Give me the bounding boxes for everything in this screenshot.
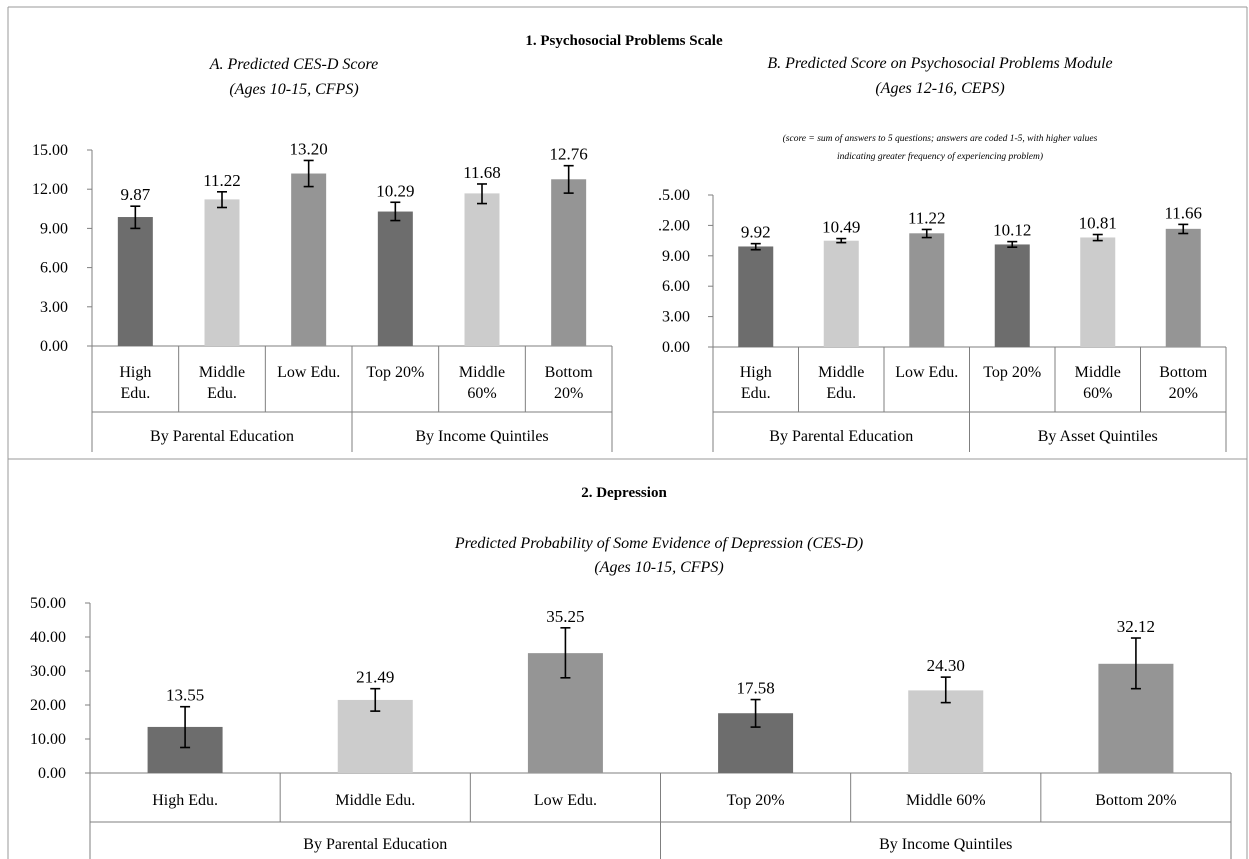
y-tick-label: 0.00 bbox=[38, 765, 66, 782]
category-label: 60% bbox=[1083, 385, 1112, 402]
chart-psychosocial-module: B. Predicted Score on Psychosocial Probl… bbox=[658, 55, 1227, 452]
bar bbox=[909, 233, 945, 347]
y-tick-label: 3.00 bbox=[662, 309, 690, 326]
data-label: 17.58 bbox=[736, 679, 774, 698]
category-label: 20% bbox=[1169, 385, 1198, 402]
data-label: 11.66 bbox=[1164, 203, 1202, 222]
chart-title-line: Predicted Probability of Some Evidence o… bbox=[454, 535, 863, 552]
data-label: 10.12 bbox=[993, 221, 1031, 240]
category-label: Edu. bbox=[741, 385, 771, 402]
category-label: Middle bbox=[199, 364, 245, 381]
chart-title-line: A. Predicted CES-D Score bbox=[209, 56, 379, 73]
chart-title-line: (Ages 10-15, CFPS) bbox=[229, 81, 358, 98]
bar bbox=[117, 217, 153, 346]
y-tick-label: 15.00 bbox=[32, 142, 68, 159]
data-label: 11.22 bbox=[203, 171, 241, 190]
bar bbox=[337, 699, 413, 773]
chart-title-line: (Ages 12-16, CEPS) bbox=[875, 80, 1004, 97]
bar bbox=[738, 246, 774, 347]
category-label: Bottom 20% bbox=[1095, 792, 1176, 809]
data-label: 21.49 bbox=[356, 668, 394, 687]
section1-title: 1. Psychosocial Problems Scale bbox=[525, 33, 723, 49]
category-label: Low Edu. bbox=[895, 364, 958, 381]
data-label: 11.22 bbox=[908, 208, 946, 227]
bar bbox=[291, 173, 327, 346]
y-tick-label: 0.00 bbox=[40, 338, 68, 355]
chart-note-line: (score = sum of answers to 5 questions; … bbox=[783, 133, 1098, 144]
category-label: Low Edu. bbox=[277, 364, 340, 381]
y-tick-label: 40.00 bbox=[30, 629, 66, 646]
chart-title-line: B. Predicted Score on Psychosocial Probl… bbox=[767, 55, 1112, 72]
category-label: Edu. bbox=[120, 385, 150, 402]
data-label: 35.25 bbox=[546, 607, 584, 626]
section2-title: 2. Depression bbox=[581, 485, 667, 501]
category-label: 60% bbox=[467, 385, 496, 402]
category-label: Top 20% bbox=[727, 792, 785, 809]
category-label: Middle bbox=[818, 364, 864, 381]
category-label: Top 20% bbox=[983, 364, 1041, 381]
bar bbox=[204, 199, 240, 346]
data-label: 24.30 bbox=[927, 656, 965, 675]
group-label: By Parental Education bbox=[769, 428, 913, 445]
data-label: 9.87 bbox=[120, 185, 150, 204]
category-label: 20% bbox=[554, 385, 583, 402]
category-label: High bbox=[740, 364, 772, 381]
category-label: Bottom bbox=[1159, 364, 1208, 381]
y-tick-label: 12.00 bbox=[32, 181, 68, 198]
data-label: 12.76 bbox=[550, 145, 588, 164]
y-tick-label: 3.00 bbox=[40, 299, 68, 316]
category-label: Middle bbox=[1075, 364, 1121, 381]
group-label: By Parental Education bbox=[150, 428, 294, 445]
y-tick-label: 6.00 bbox=[662, 278, 690, 295]
category-label: Edu. bbox=[207, 385, 237, 402]
bar bbox=[1165, 228, 1201, 347]
bar bbox=[823, 240, 859, 347]
data-label: 10.29 bbox=[376, 181, 414, 200]
y-tick-label: 50.00 bbox=[30, 595, 66, 612]
bar bbox=[908, 690, 984, 773]
data-label: 10.49 bbox=[822, 218, 860, 237]
y-tick-label: .2.00 bbox=[658, 217, 690, 234]
data-label: 13.55 bbox=[166, 686, 204, 705]
bar bbox=[551, 179, 587, 346]
chart-title-line: (Ages 10-15, CFPS) bbox=[594, 559, 723, 576]
bar bbox=[377, 211, 413, 346]
category-label: High bbox=[119, 364, 151, 381]
y-tick-label: 6.00 bbox=[40, 260, 68, 277]
group-label: By Asset Quintiles bbox=[1038, 428, 1158, 445]
data-label: 10.81 bbox=[1079, 214, 1117, 233]
chart-note-line: indicating greater frequency of experien… bbox=[837, 151, 1043, 162]
chart-cesd-score: A. Predicted CES-D Score (Ages 10-15, CFP… bbox=[32, 56, 613, 452]
y-tick-label: 0.00 bbox=[662, 339, 690, 356]
y-tick-label: 30.00 bbox=[30, 663, 66, 680]
data-label: 9.92 bbox=[741, 223, 771, 242]
group-label: By Income Quintiles bbox=[415, 428, 548, 445]
category-label: Top 20% bbox=[366, 364, 424, 381]
category-label: Middle Edu. bbox=[335, 792, 415, 809]
group-label: By Income Quintiles bbox=[879, 836, 1012, 853]
chart-depression-probability: Predicted Probability of Some Evidence o… bbox=[30, 535, 1232, 859]
bar bbox=[1080, 237, 1116, 347]
y-tick-label: .5.00 bbox=[658, 187, 690, 204]
data-label: 13.20 bbox=[290, 139, 328, 158]
category-label: High Edu. bbox=[152, 792, 218, 809]
bar bbox=[994, 244, 1030, 347]
category-label: Middle 60% bbox=[906, 792, 986, 809]
category-label: Middle bbox=[459, 364, 505, 381]
group-label: By Parental Education bbox=[303, 836, 447, 853]
data-label: 11.68 bbox=[463, 163, 501, 182]
y-tick-label: 10.00 bbox=[30, 731, 66, 748]
y-tick-label: 20.00 bbox=[30, 697, 66, 714]
category-label: Bottom bbox=[545, 364, 594, 381]
data-label: 32.12 bbox=[1117, 617, 1155, 636]
bar bbox=[464, 193, 500, 346]
category-label: Edu. bbox=[826, 385, 856, 402]
y-tick-label: 9.00 bbox=[40, 220, 68, 237]
category-label: Low Edu. bbox=[534, 792, 597, 809]
y-tick-label: 9.00 bbox=[662, 248, 690, 265]
